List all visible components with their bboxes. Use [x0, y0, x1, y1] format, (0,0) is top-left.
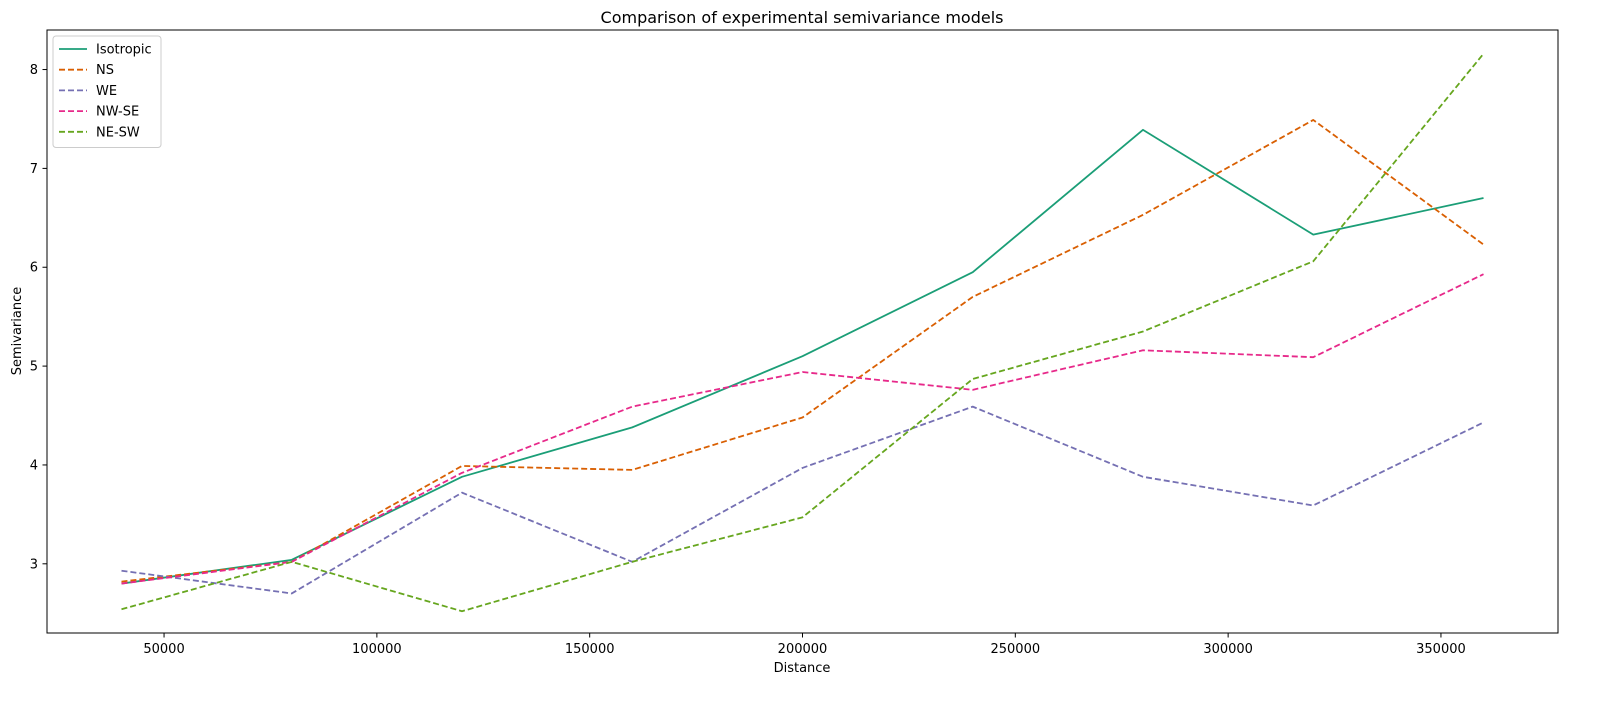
y-axis: 3 4 5 6 7 8: [30, 63, 47, 572]
legend-box: [52, 35, 162, 148]
series-line-nw-se: [121, 273, 1484, 585]
plot-area: [47, 30, 1558, 633]
x-axis: 50000 100000 150000 200000 250000 300000 35000…: [143, 633, 1466, 657]
y-tick-label: 6: [30, 261, 38, 276]
x-tick-label: 50000: [143, 642, 184, 657]
x-tick-label: 200000: [778, 642, 828, 657]
legend-label: NE-SW: [96, 125, 140, 140]
series-line-ns: [121, 119, 1485, 583]
x-tick-label: 250000: [990, 642, 1040, 657]
legend-label: Isotropic: [96, 43, 152, 58]
x-tick-label: 100000: [352, 642, 402, 657]
series-line-we: [121, 405, 1484, 595]
y-tick-label: 8: [30, 63, 38, 78]
series-line-ne-sw: [121, 53, 1485, 613]
x-tick-label: 350000: [1416, 642, 1466, 657]
y-tick-label: 3: [30, 557, 38, 572]
x-tick-label: 150000: [565, 642, 615, 657]
y-axis-label: Semivariance: [10, 287, 25, 376]
x-tick-label: 300000: [1203, 642, 1253, 657]
chart-title: Comparison of experimental semivariance …: [601, 8, 1004, 27]
x-axis-label: Distance: [774, 661, 831, 676]
series-layer: [121, 53, 1485, 613]
legend-label: NS: [96, 63, 114, 78]
legend: Isotropic NS WE NW-SE NE-SW: [52, 35, 162, 148]
y-tick-label: 5: [30, 360, 38, 375]
legend-label: NW-SE: [96, 105, 139, 120]
y-tick-label: 4: [30, 458, 38, 473]
legend-label: WE: [96, 84, 117, 99]
y-tick-label: 7: [30, 162, 38, 177]
